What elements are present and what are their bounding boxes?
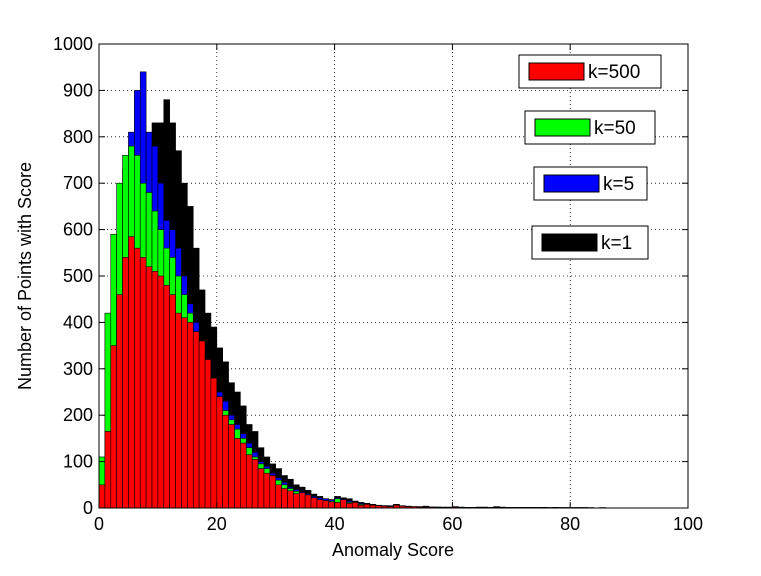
bar xyxy=(246,455,252,508)
x-axis-label: Anomaly Score xyxy=(332,540,454,560)
bar xyxy=(187,322,193,508)
bar xyxy=(270,476,276,508)
y-tick-label: 800 xyxy=(63,127,93,147)
bar xyxy=(317,500,323,508)
bar xyxy=(352,502,358,508)
bar xyxy=(346,503,352,508)
bar xyxy=(217,397,223,508)
y-tick-label: 600 xyxy=(63,220,93,240)
x-tick-label: 100 xyxy=(673,514,703,534)
bar xyxy=(164,285,170,508)
bar xyxy=(287,491,293,508)
bar xyxy=(282,489,288,508)
y-tick-label: 900 xyxy=(63,80,93,100)
y-tick-label: 300 xyxy=(63,359,93,379)
bar xyxy=(123,257,129,508)
bar xyxy=(105,431,111,508)
x-tick-label: 80 xyxy=(560,514,580,534)
y-tick-label: 100 xyxy=(63,452,93,472)
bar xyxy=(364,504,370,508)
bar xyxy=(340,500,346,508)
y-tick-label: 200 xyxy=(63,405,93,425)
legend-label: k=50 xyxy=(594,118,636,139)
bar xyxy=(264,473,270,508)
bar xyxy=(152,271,158,508)
y-tick-label: 700 xyxy=(63,173,93,193)
bar xyxy=(258,469,264,508)
bar xyxy=(193,332,199,508)
bar xyxy=(323,501,329,508)
bar xyxy=(335,502,341,508)
bar xyxy=(199,341,205,508)
bar xyxy=(140,257,146,508)
y-tick-label: 1000 xyxy=(53,34,93,54)
bar xyxy=(252,459,258,508)
bar xyxy=(240,443,246,508)
legend-entry: k=5 xyxy=(534,167,647,200)
legend-entry: k=500 xyxy=(519,55,661,88)
bar xyxy=(293,494,299,508)
bar xyxy=(329,502,335,508)
bar xyxy=(117,295,123,508)
bar xyxy=(158,276,164,508)
bar xyxy=(211,378,217,508)
legend-label: k=1 xyxy=(601,233,632,254)
y-tick-label: 0 xyxy=(83,498,93,518)
bar xyxy=(170,295,176,508)
bar xyxy=(128,237,134,508)
x-tick-label: 0 xyxy=(94,514,104,534)
bar xyxy=(99,485,105,508)
legend-swatch xyxy=(529,63,584,80)
y-axis-label: Number of Points with Score xyxy=(15,162,35,390)
bar xyxy=(299,493,305,508)
bar xyxy=(305,495,311,508)
legend-label: k=500 xyxy=(588,62,640,83)
legend-label: k=5 xyxy=(603,174,634,195)
bar xyxy=(205,360,211,508)
legend-swatch xyxy=(544,175,599,192)
bar xyxy=(234,438,240,508)
y-tick-label: 500 xyxy=(63,266,93,286)
x-tick-label: 60 xyxy=(442,514,462,534)
legend-swatch xyxy=(542,234,597,251)
bar xyxy=(223,415,229,508)
y-tick-label: 400 xyxy=(63,312,93,332)
legend-entry: k=1 xyxy=(532,226,648,259)
x-tick-label: 40 xyxy=(325,514,345,534)
bar xyxy=(229,424,235,508)
bar xyxy=(134,248,140,508)
bar xyxy=(181,318,187,508)
legend-swatch xyxy=(535,119,590,136)
bar xyxy=(176,313,182,508)
legend-entry: k=50 xyxy=(525,111,655,144)
bar xyxy=(111,346,117,508)
bar xyxy=(146,267,152,508)
bar xyxy=(276,485,282,508)
x-tick-label: 20 xyxy=(207,514,227,534)
bar xyxy=(311,498,317,508)
